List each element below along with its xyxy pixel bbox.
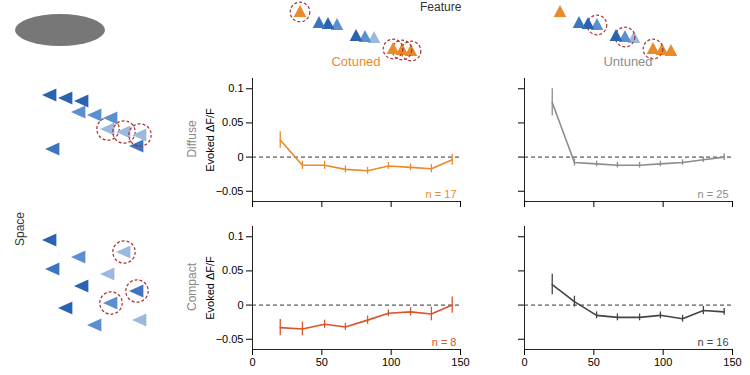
svg-text:n = 16: n = 16 — [698, 336, 729, 348]
svg-text:Evoked ΔF/F: Evoked ΔF/F — [204, 256, 216, 320]
svg-text:0.05: 0.05 — [222, 116, 243, 128]
svg-text:50: 50 — [588, 356, 600, 368]
html-text:Compact: Compact — [185, 263, 199, 311]
svg-text:Evoked ΔF/F: Evoked ΔF/F — [204, 108, 216, 172]
svg-text:50: 50 — [316, 356, 328, 368]
html-text:Space: Space — [13, 212, 27, 246]
html-text:Diffuse: Diffuse — [185, 120, 199, 158]
svg-text:100: 100 — [382, 356, 400, 368]
svg-text:n = 8: n = 8 — [432, 336, 457, 348]
svg-text:n = 25: n = 25 — [698, 188, 729, 200]
svg-text:0.1: 0.1 — [228, 82, 243, 94]
svg-text:−0.05: −0.05 — [216, 333, 244, 345]
svg-text:0.1: 0.1 — [228, 230, 243, 242]
html-text:Cotuned: Cotuned — [331, 54, 381, 69]
html-text:Feature: Feature — [420, 0, 462, 14]
svg-text:0: 0 — [237, 151, 243, 163]
svg-text:100: 100 — [654, 356, 672, 368]
svg-text:−0.05: −0.05 — [216, 185, 244, 197]
svg-text:0: 0 — [249, 356, 255, 368]
svg-text:0: 0 — [521, 356, 527, 368]
svg-text:150: 150 — [451, 356, 469, 368]
html-text:Untuned: Untuned — [603, 54, 653, 69]
svg-text:150: 150 — [723, 356, 741, 368]
svg-text:n = 17: n = 17 — [426, 188, 457, 200]
svg-text:0.05: 0.05 — [222, 264, 243, 276]
svg-text:0: 0 — [237, 299, 243, 311]
